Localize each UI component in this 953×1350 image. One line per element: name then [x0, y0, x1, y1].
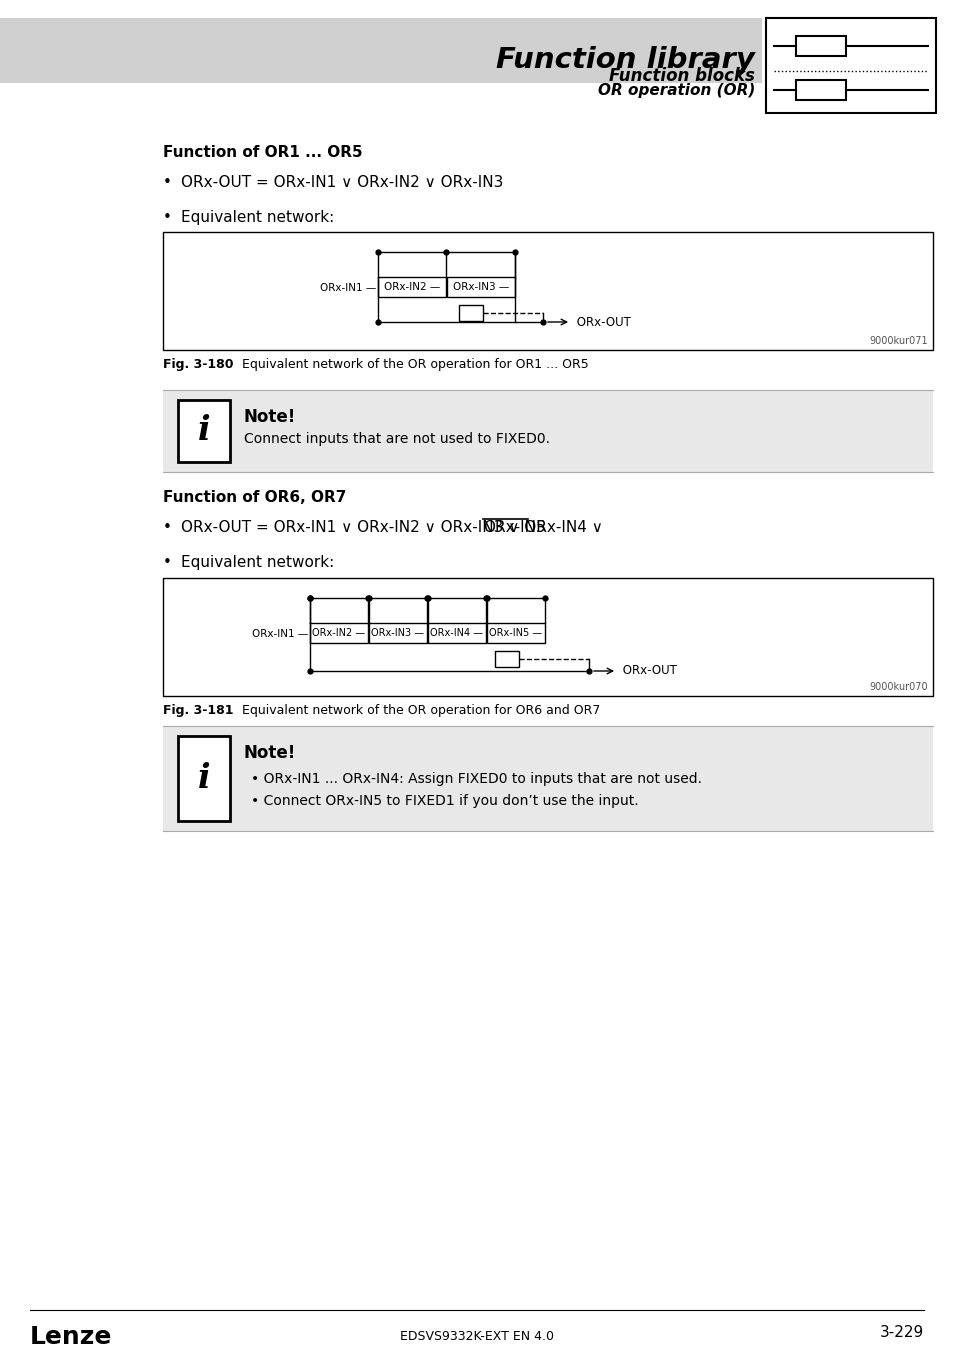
Bar — [495, 651, 518, 667]
Text: 9000kur071: 9000kur071 — [868, 336, 927, 346]
Text: Fig. 3-181: Fig. 3-181 — [163, 703, 233, 717]
Bar — [178, 736, 230, 821]
Text: •: • — [163, 176, 172, 190]
Text: •: • — [163, 211, 172, 225]
Bar — [765, 18, 935, 113]
Text: OR operation (OR): OR operation (OR) — [597, 84, 754, 99]
Text: •: • — [163, 555, 172, 570]
Text: ORx-OUT = ORx-IN1 ∨ ORx-IN2 ∨ ORx-IN3 ∨ ORx-IN4 ∨: ORx-OUT = ORx-IN1 ∨ ORx-IN2 ∨ ORx-IN3 ∨ … — [181, 520, 607, 535]
Text: •: • — [163, 520, 172, 535]
Text: Equivalent network of the OR operation for OR1 ... OR5: Equivalent network of the OR operation f… — [242, 358, 588, 371]
Text: Function library: Function library — [496, 46, 754, 74]
Text: Equivalent network:: Equivalent network: — [181, 211, 334, 225]
Text: ORx-IN3 —: ORx-IN3 — — [371, 628, 424, 639]
Bar — [0, 18, 761, 82]
Text: ORx-IN1 —: ORx-IN1 — — [319, 284, 375, 293]
Text: • ORx-IN1 ... ORx-IN4: Assign FIXED0 to inputs that are not used.: • ORx-IN1 ... ORx-IN4: Assign FIXED0 to … — [251, 772, 701, 786]
Text: ORx-IN2 —: ORx-IN2 — — [383, 282, 439, 292]
Text: Equivalent network:: Equivalent network: — [181, 555, 334, 570]
Text: ORx-IN3 —: ORx-IN3 — — [453, 282, 509, 292]
Text: Equivalent network of the OR operation for OR6 and OR7: Equivalent network of the OR operation f… — [242, 703, 599, 717]
Bar — [795, 36, 845, 55]
Bar — [369, 622, 427, 643]
Bar — [163, 726, 932, 832]
Text: ORx-IN1 —: ORx-IN1 — — [252, 629, 308, 639]
Text: i: i — [197, 761, 210, 795]
Text: Note!: Note! — [244, 744, 296, 761]
Bar — [163, 232, 932, 350]
Bar — [178, 400, 230, 462]
Bar — [428, 622, 485, 643]
Text: ORx-IN5 —: ORx-IN5 — — [489, 628, 542, 639]
Text: 3-229: 3-229 — [879, 1324, 923, 1341]
Bar — [458, 305, 482, 321]
Text: ORx-OUT = ORx-IN1 ∨ ORx-IN2 ∨ ORx-IN3: ORx-OUT = ORx-IN1 ∨ ORx-IN2 ∨ ORx-IN3 — [181, 176, 503, 190]
Bar — [795, 80, 845, 100]
Text: Lenze: Lenze — [30, 1324, 112, 1349]
Text: ORx-IN4 —: ORx-IN4 — — [430, 628, 483, 639]
Bar — [447, 277, 515, 297]
Text: Function blocks: Function blocks — [608, 68, 754, 85]
Text: Note!: Note! — [244, 408, 296, 427]
Text: Fig. 3-180: Fig. 3-180 — [163, 358, 233, 371]
Text: • Connect ORx-IN5 to FIXED1 if you don’t use the input.: • Connect ORx-IN5 to FIXED1 if you don’t… — [251, 794, 638, 809]
Text: Function of OR1 ... OR5: Function of OR1 ... OR5 — [163, 144, 362, 161]
Text: ORx-OUT: ORx-OUT — [573, 316, 630, 328]
Text: 9000kur070: 9000kur070 — [868, 682, 927, 693]
Text: Function of OR6, OR7: Function of OR6, OR7 — [163, 490, 346, 505]
Text: Connect inputs that are not used to FIXED0.: Connect inputs that are not used to FIXE… — [244, 432, 550, 446]
Bar — [310, 622, 368, 643]
Text: ORx-IN5: ORx-IN5 — [483, 520, 545, 535]
Bar — [163, 578, 932, 697]
Bar — [377, 277, 446, 297]
Text: i: i — [197, 414, 210, 447]
Text: ORx-IN2 —: ORx-IN2 — — [313, 628, 365, 639]
Text: ORx-OUT: ORx-OUT — [618, 664, 677, 678]
Bar — [486, 622, 544, 643]
Bar — [163, 390, 932, 472]
Text: EDSVS9332K-EXT EN 4.0: EDSVS9332K-EXT EN 4.0 — [399, 1330, 554, 1343]
